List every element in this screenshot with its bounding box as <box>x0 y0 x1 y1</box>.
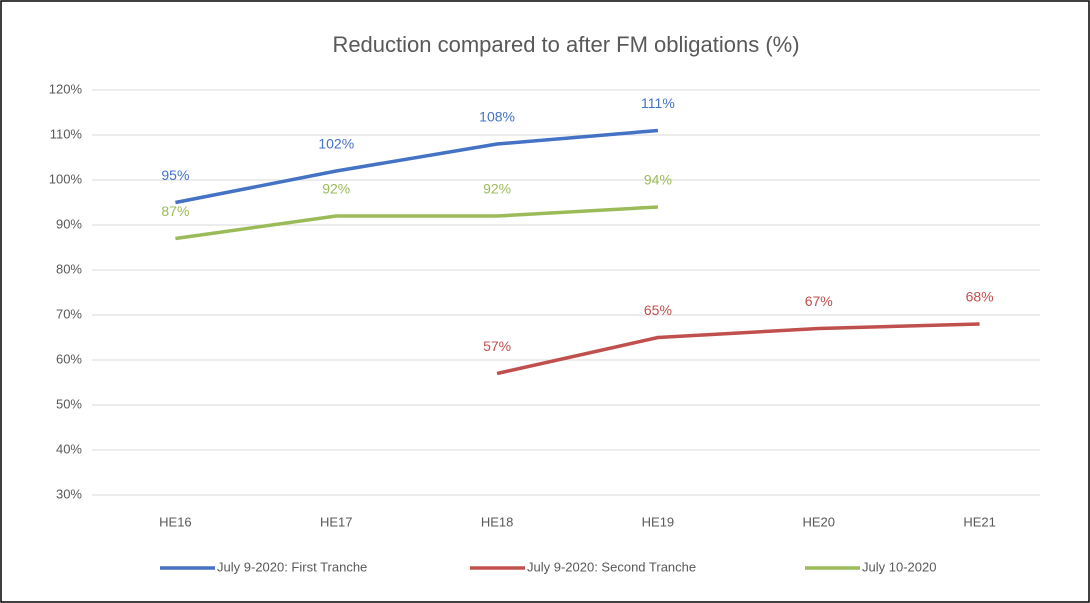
y-tick-label: 40% <box>56 441 82 456</box>
chart-title: Reduction compared to after FM obligatio… <box>332 32 799 57</box>
x-tick-label: HE18 <box>481 514 514 529</box>
data-label: 68% <box>966 289 994 305</box>
data-label: 94% <box>644 172 672 188</box>
y-tick-label: 80% <box>56 261 82 276</box>
y-tick-label: 90% <box>56 216 82 231</box>
series-line <box>175 128 659 205</box>
data-label: 65% <box>644 302 672 318</box>
x-tick-label: HE19 <box>642 514 675 529</box>
x-tick-label: HE16 <box>159 514 192 529</box>
y-tick-label: 50% <box>56 396 82 411</box>
series-line <box>175 205 659 241</box>
legend-label: July 9-2020: First Tranche <box>217 559 367 574</box>
y-tick-label: 70% <box>56 306 82 321</box>
y-tick-label: 110% <box>50 126 83 141</box>
y-tick-label: 60% <box>56 351 82 366</box>
series-line <box>496 322 980 376</box>
data-label: 92% <box>483 181 511 197</box>
y-tick-label: 30% <box>56 486 82 501</box>
data-label: 57% <box>483 338 511 354</box>
data-label: 108% <box>479 109 515 125</box>
data-label: 95% <box>161 167 189 183</box>
legend-label: July 10-2020 <box>862 559 936 574</box>
data-label: 67% <box>805 293 833 309</box>
x-tick-label: HE21 <box>963 514 996 529</box>
x-tick-label: HE17 <box>320 514 353 529</box>
x-tick-label: HE20 <box>802 514 835 529</box>
y-tick-label: 120% <box>49 81 83 96</box>
y-tick-label: 100% <box>49 171 83 186</box>
data-label: 92% <box>322 181 350 197</box>
legend-label: July 9-2020: Second Tranche <box>527 559 696 574</box>
data-label: 102% <box>318 136 354 152</box>
data-label: 87% <box>161 203 189 219</box>
data-label: 111% <box>641 95 675 111</box>
